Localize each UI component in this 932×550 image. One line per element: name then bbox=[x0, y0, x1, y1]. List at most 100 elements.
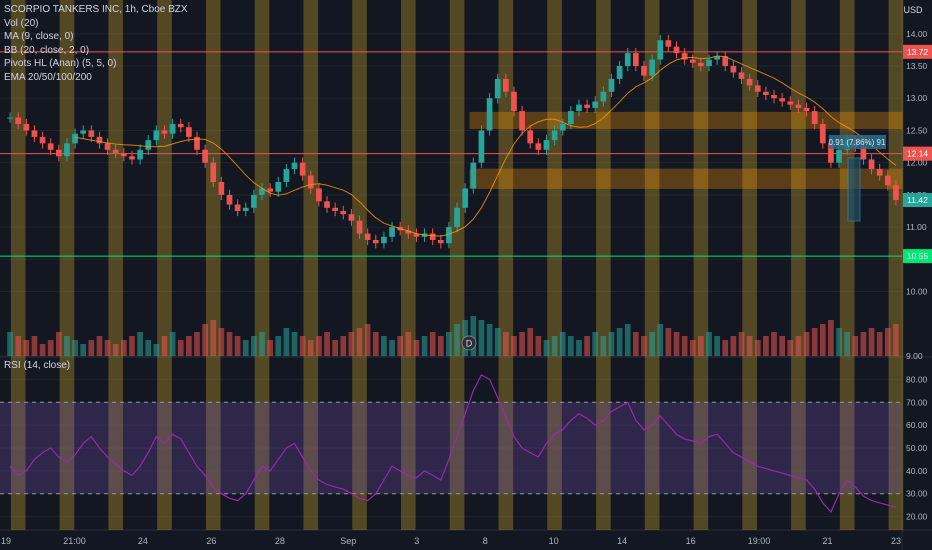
session-highlight bbox=[547, 0, 562, 530]
candle-body bbox=[96, 136, 103, 144]
volume-bar bbox=[657, 324, 664, 356]
candle-body bbox=[584, 104, 590, 108]
candle-body bbox=[194, 136, 200, 150]
candle-body bbox=[234, 204, 241, 211]
measure-tool[interactable]: 0.91 (7.86%) 91 bbox=[829, 135, 886, 222]
candle-body bbox=[836, 149, 842, 163]
volume-bar bbox=[316, 336, 322, 356]
price-axis[interactable]: 14.0013.5013.0012.5012.0011.5011.0010.50… bbox=[903, 29, 932, 522]
legend-bb[interactable]: BB (20, close, 2, 0) bbox=[4, 44, 90, 56]
candle-body bbox=[819, 124, 826, 144]
rsi-legend[interactable]: RSI (14, close) bbox=[4, 360, 71, 371]
session-highlight bbox=[888, 0, 904, 530]
candle-body bbox=[616, 66, 623, 79]
candle-body bbox=[80, 130, 87, 134]
volume-bar bbox=[608, 332, 615, 356]
volume-bar bbox=[502, 332, 509, 356]
volume-bar bbox=[242, 340, 249, 356]
volume-bar bbox=[291, 332, 298, 356]
time-tick-label: 10 bbox=[549, 536, 559, 546]
candle-body bbox=[714, 56, 720, 60]
candle-body bbox=[665, 40, 672, 47]
rsi-tick-label: 20.00 bbox=[906, 512, 928, 522]
legend-pivots[interactable]: Pivots HL (Anan) (5, 5, 0) bbox=[4, 58, 117, 70]
volume-bar bbox=[96, 336, 103, 356]
session-highlight bbox=[596, 0, 611, 530]
time-tick-label: 28 bbox=[275, 536, 285, 546]
volume-bar bbox=[828, 320, 834, 356]
volume-bar bbox=[210, 320, 217, 356]
candle-body bbox=[624, 53, 631, 66]
candle-body bbox=[486, 98, 493, 131]
volume-bar bbox=[868, 328, 875, 356]
candle-body bbox=[576, 104, 582, 112]
volume-bar bbox=[470, 316, 477, 356]
volume-bar bbox=[884, 328, 891, 356]
session-highlight bbox=[791, 0, 806, 530]
price-label: 12.14 bbox=[907, 149, 929, 159]
volume-bar bbox=[88, 340, 95, 356]
dividend-marker[interactable]: D bbox=[461, 335, 477, 351]
session-highlight bbox=[449, 0, 465, 530]
volume-bar bbox=[576, 340, 582, 356]
volume-bar bbox=[446, 332, 452, 356]
volume-bar bbox=[251, 336, 257, 356]
volume-bar bbox=[169, 332, 176, 356]
volume-bar bbox=[372, 332, 379, 356]
volume-bar bbox=[23, 340, 30, 356]
measure-label-bg bbox=[829, 135, 886, 149]
candle-body bbox=[746, 78, 753, 86]
candle-body bbox=[210, 162, 217, 182]
time-axis[interactable]: 19 21:00 24 26 28 Sep 3 8 10 14 16 19:00 21 23 bbox=[1, 536, 901, 546]
rsi-pane bbox=[0, 374, 902, 514]
volume-bar bbox=[559, 332, 566, 356]
price-tick-label: 10.00 bbox=[906, 287, 928, 297]
price-tick-label: 14.00 bbox=[906, 29, 928, 39]
volume-bar bbox=[698, 336, 704, 356]
legend-ema[interactable]: EMA 20/50/100/200 bbox=[4, 71, 92, 83]
volume-bar bbox=[600, 336, 607, 356]
candle-body bbox=[55, 149, 62, 157]
volume-bar bbox=[706, 332, 712, 356]
candle-body bbox=[316, 188, 322, 202]
horizontal-levels bbox=[0, 51, 902, 257]
symbol-title[interactable]: SCORPIO TANKERS INC, 1h, Cboe BZX bbox=[4, 4, 188, 15]
candle-body bbox=[722, 56, 729, 66]
volume-bar bbox=[486, 324, 493, 356]
highlight-bars bbox=[10, 0, 904, 530]
volume-bar bbox=[259, 332, 265, 356]
rsi-tick-label: 60.00 bbox=[906, 420, 928, 430]
candle-body bbox=[64, 143, 70, 157]
candle-body bbox=[706, 59, 712, 66]
candle-body bbox=[226, 194, 233, 205]
time-tick-label: Sep bbox=[340, 536, 356, 546]
volume-bar bbox=[893, 324, 899, 356]
time-tick-label: 24 bbox=[138, 536, 148, 546]
price-label-bg bbox=[903, 249, 932, 264]
candle-body bbox=[478, 130, 485, 163]
volume-bar bbox=[194, 332, 200, 356]
candle-body bbox=[283, 169, 290, 182]
session-highlight bbox=[400, 0, 416, 530]
volume-bar bbox=[129, 336, 135, 356]
volume-bar bbox=[348, 332, 355, 356]
volume-bar bbox=[356, 328, 363, 356]
price-zones bbox=[469, 111, 903, 189]
legend-volume[interactable]: Vol (20) bbox=[4, 17, 39, 29]
candle-body bbox=[177, 124, 184, 128]
volume-bar bbox=[584, 336, 590, 356]
session-highlight bbox=[352, 0, 367, 530]
legend-ma[interactable]: MA (9, close, 0) bbox=[4, 31, 74, 43]
price-label: 10.55 bbox=[907, 251, 929, 261]
candle-body bbox=[88, 130, 95, 137]
candle-body bbox=[787, 101, 794, 105]
event-marker-circle bbox=[461, 335, 477, 351]
price-candles[interactable] bbox=[7, 35, 899, 249]
time-tick-label: 16 bbox=[686, 536, 696, 546]
rsi-line bbox=[9, 374, 897, 514]
time-tick-label: 21 bbox=[823, 536, 833, 546]
candle-body bbox=[641, 66, 647, 76]
volume-bar bbox=[641, 336, 647, 356]
volume-bar bbox=[852, 336, 859, 356]
